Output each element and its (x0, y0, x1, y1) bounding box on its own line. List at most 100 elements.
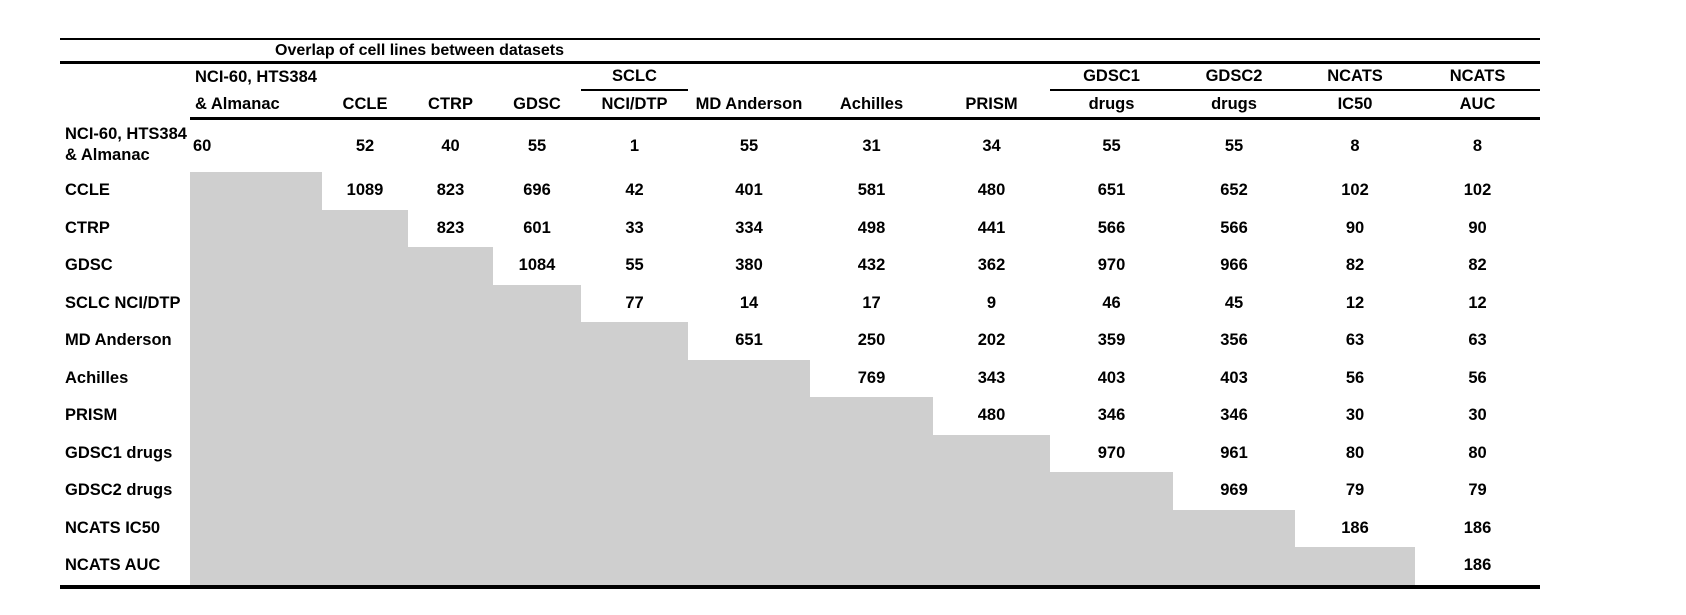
shaded-cell (190, 397, 322, 435)
table-row: SCLC NCI/DTP 77 14 17 9 46 45 12 12 (60, 284, 1540, 323)
matrix-cell: 55 (527, 136, 547, 155)
matrix-cell: 90 (1468, 218, 1487, 237)
shaded-cell (408, 397, 493, 435)
column-header-line2: MD Anderson (695, 95, 803, 113)
matrix-cell: 380 (735, 256, 763, 275)
column-header-line2: Achilles (839, 95, 904, 113)
matrix-cell: 696 (523, 181, 551, 200)
matrix-cell: 651 (735, 331, 763, 350)
column-header-achilles: Achilles (810, 62, 933, 120)
matrix-cell: 34 (982, 136, 1001, 155)
shaded-cell (810, 472, 933, 510)
shaded-cell (190, 547, 322, 589)
matrix-cell: 969 (1220, 481, 1248, 500)
shaded-cell (493, 434, 581, 472)
matrix-cell: 52 (355, 136, 375, 155)
matrix-cell: 77 (625, 293, 644, 312)
row-label: SCLC NCI/DTP (60, 285, 190, 323)
matrix-cell: 480 (977, 406, 1006, 425)
column-header-gdsc: GDSC (493, 62, 581, 120)
shaded-cell (493, 547, 581, 589)
shaded-cell (810, 434, 933, 472)
matrix-cell: 56 (1345, 368, 1365, 387)
matrix-cell: 566 (1097, 218, 1126, 237)
matrix-cell: 250 (857, 331, 886, 350)
table-row: GDSC 1084 55 380 432 362 970 966 82 82 (60, 247, 1540, 285)
matrix-cell: 566 (1220, 218, 1248, 237)
column-header-line2: NCI/DTP (601, 95, 668, 113)
matrix-cell: 961 (1220, 443, 1248, 462)
matrix-cell: 823 (436, 218, 465, 237)
row-label-text: GDSC1 drugs (65, 443, 173, 462)
row-label-text: PRISM (65, 406, 118, 425)
matrix-cell: 346 (1097, 406, 1126, 425)
column-header--almanac: NCI-60, HTS384 & Almanac (190, 62, 322, 120)
matrix-cell: 14 (739, 293, 759, 312)
shaded-cell (810, 547, 933, 589)
row-label-text: Achilles (65, 368, 129, 387)
matrix-cell: 601 (523, 218, 551, 237)
matrix-cell: 33 (625, 218, 644, 237)
shaded-cell (322, 509, 408, 547)
corner-cell (60, 63, 190, 119)
matrix-cell: 769 (857, 368, 886, 387)
shaded-cell (190, 247, 322, 285)
shaded-cell (1050, 547, 1173, 589)
matrix-cell: 102 (1341, 181, 1369, 200)
matrix-cell: 82 (1345, 256, 1365, 275)
shaded-cell (190, 434, 322, 472)
row-label: NCI-60, HTS384 & Almanac (60, 119, 190, 173)
row-label-text: SCLC NCI/DTP (65, 293, 181, 312)
shaded-cell (933, 547, 1050, 589)
shaded-cell (1173, 547, 1295, 589)
matrix-cell: 40 (441, 136, 460, 155)
shaded-cell (190, 472, 322, 510)
matrix-cell: 12 (1468, 293, 1487, 312)
matrix-cell: 403 (1220, 368, 1248, 387)
matrix-cell: 12 (1345, 293, 1365, 312)
shaded-cell (493, 509, 581, 547)
shaded-cell (190, 359, 322, 397)
column-header-line2: AUC (1459, 95, 1496, 113)
table-row: MD Anderson 651 250 202 359 356 63 63 (60, 322, 1540, 360)
column-header-line1: NCI-60, HTS384 (195, 68, 317, 86)
shaded-cell (688, 397, 810, 435)
shaded-cell (1295, 547, 1415, 589)
shaded-cell (493, 472, 581, 510)
matrix-cell: 202 (977, 331, 1006, 350)
matrix-cell: 480 (977, 181, 1006, 200)
shaded-cell (581, 397, 688, 435)
matrix-cell: 55 (739, 136, 759, 155)
row-label-text: GDSC2 drugs (65, 481, 173, 500)
column-header-line1 (810, 64, 933, 91)
row-label: GDSC1 drugs (60, 435, 190, 473)
shaded-cell (1173, 509, 1295, 547)
shaded-cell (688, 472, 810, 510)
table-row: PRISM 480 346 346 30 30 (60, 397, 1540, 435)
matrix-cell: 356 (1220, 331, 1248, 350)
shaded-cell (190, 284, 322, 322)
row-label-text: NCI-60, HTS384 (65, 125, 187, 144)
row-label: GDSC (60, 247, 190, 285)
shaded-cell (581, 322, 688, 360)
matrix-body: NCI-60, HTS384 & Almanac 60 52 40 55 1 55 31 34 55… (60, 119, 1541, 589)
shaded-cell (581, 547, 688, 589)
shaded-cell (190, 322, 322, 360)
column-header-prism: PRISM (933, 62, 1050, 120)
row-label-text: NCATS AUC (65, 556, 161, 575)
matrix-cell: 970 (1097, 256, 1126, 275)
row-label-text: & Almanac (65, 146, 150, 165)
shaded-cell (408, 472, 493, 510)
matrix-cell: 581 (857, 181, 886, 200)
shaded-cell (322, 322, 408, 360)
shaded-cell (493, 397, 581, 435)
table-row: NCATS IC50 186 186 (60, 509, 1540, 547)
matrix-cell: 8 (1472, 136, 1483, 155)
table-row: CCLE 1089 823 696 42 401 581 480 651 652 102 102 (60, 172, 1540, 210)
overlap-table: Overlap of cell lines between datasets N… (60, 38, 1541, 589)
column-header-md-anderson: MD Anderson (688, 62, 810, 120)
matrix-cell: 17 (862, 293, 881, 312)
row-label-text: NCATS IC50 (65, 518, 161, 537)
shaded-cell (408, 547, 493, 589)
matrix-cell: 82 (1468, 256, 1487, 275)
